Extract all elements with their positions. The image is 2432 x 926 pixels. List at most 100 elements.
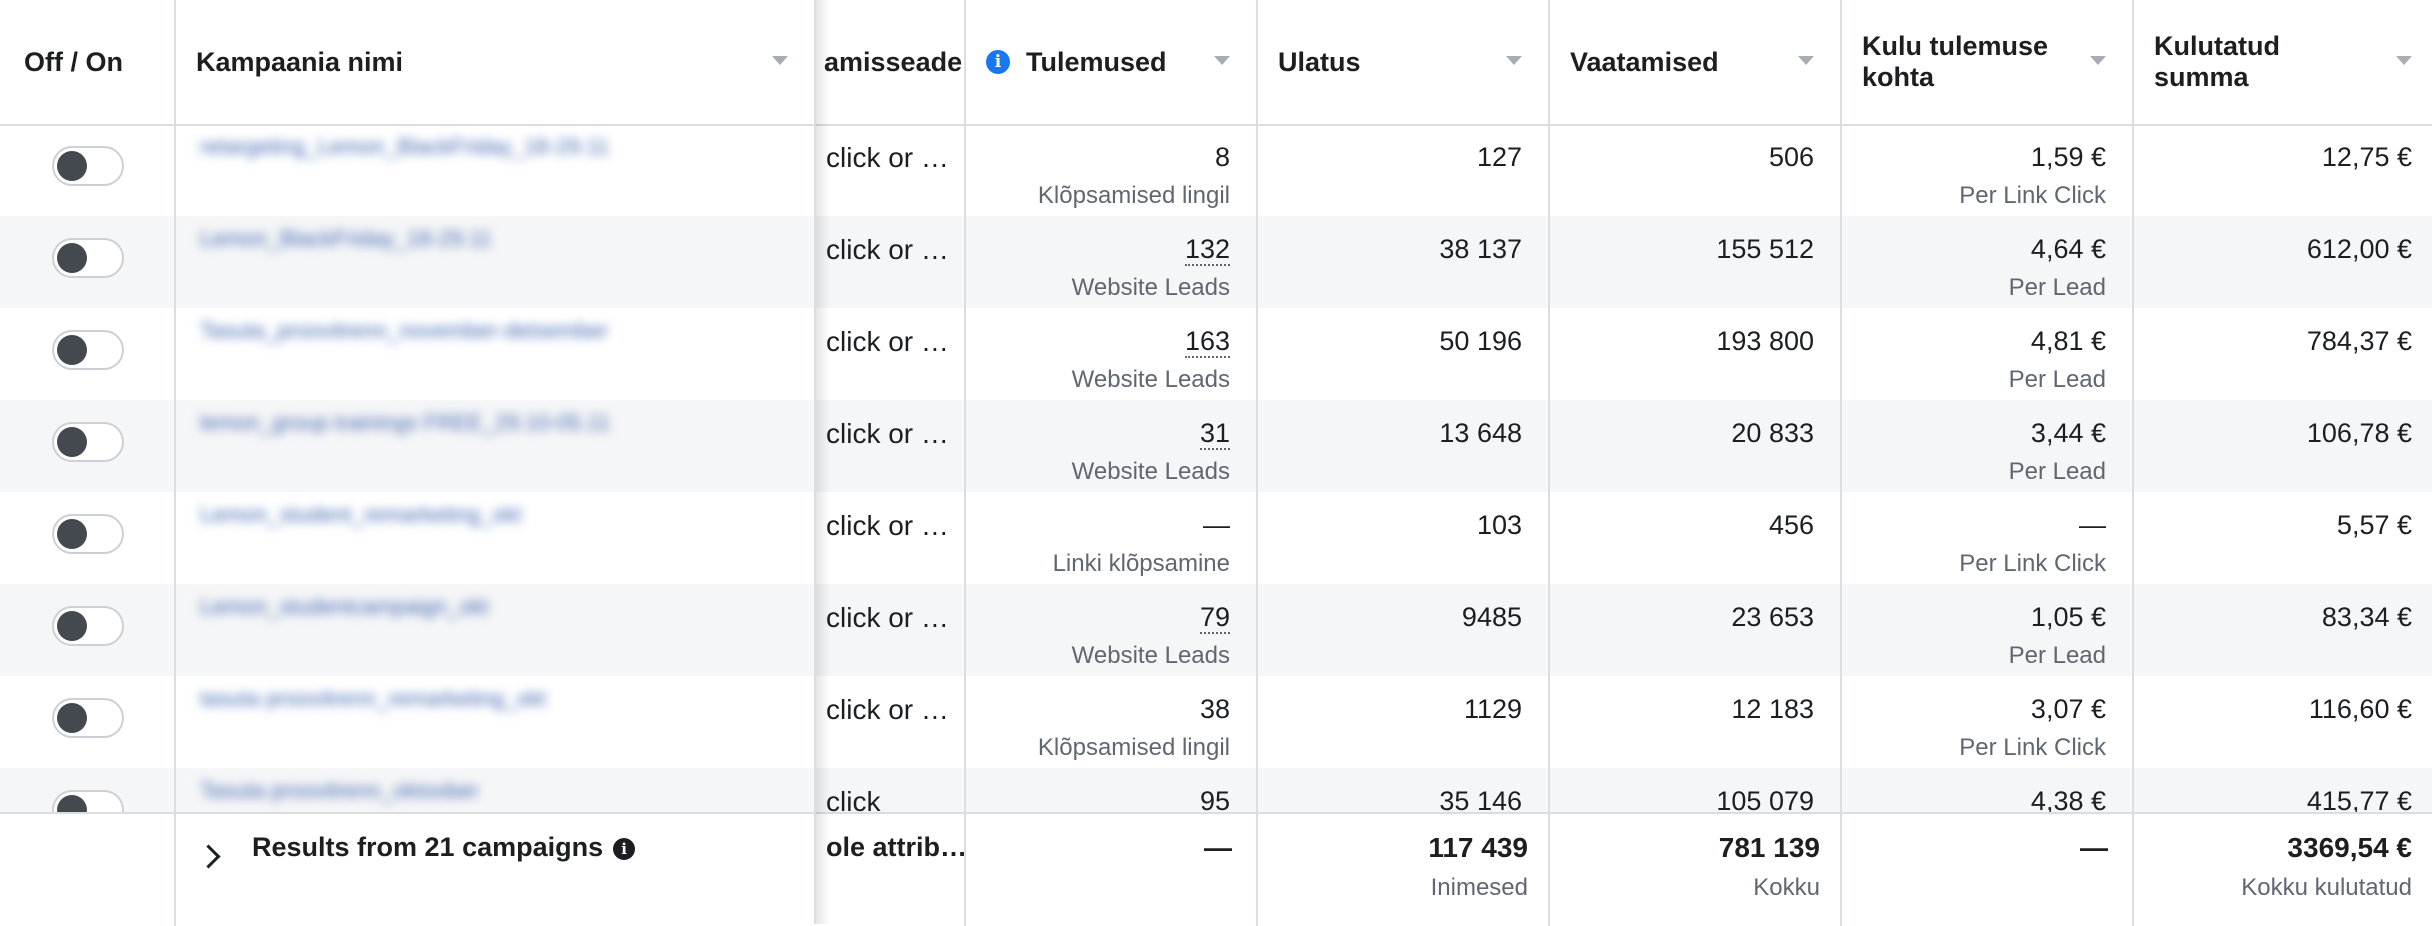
results-number: 163 bbox=[1184, 326, 1230, 358]
amount-spent-cell: 784,37 € bbox=[2134, 308, 2432, 400]
reach-value: 38 137 bbox=[1439, 234, 1522, 264]
table-row[interactable]: tasuta proovitrenn_remarketing_okt click … bbox=[0, 676, 2432, 768]
sort-arrow-icon[interactable] bbox=[2090, 56, 2106, 65]
sort-arrow-icon[interactable] bbox=[1506, 56, 1522, 65]
summary-impressions-cell: 781 139 Kokku bbox=[1550, 814, 1842, 926]
attribution-cell: click or … bbox=[816, 308, 966, 400]
results-value[interactable]: 163 bbox=[1184, 326, 1230, 358]
amount-spent-value: 116,60 € bbox=[2308, 694, 2412, 724]
sort-arrow-icon[interactable] bbox=[2396, 56, 2412, 65]
summary-row: Results from 21 campaigns i ole attrib… —… bbox=[0, 812, 2432, 926]
attribution-cell: click or … bbox=[816, 676, 966, 768]
chevron-right-icon[interactable] bbox=[196, 844, 221, 869]
results-value[interactable]: 8 bbox=[1215, 142, 1230, 173]
frozen-column-shadow bbox=[816, 0, 830, 924]
campaign-name-link[interactable]: Lemon_BlackFriday_18-29.11 bbox=[200, 226, 492, 251]
amount-spent-value: 83,34 € bbox=[2321, 602, 2412, 632]
results-number: 8 bbox=[1214, 142, 1230, 172]
impressions-value: 456 bbox=[1768, 510, 1814, 540]
results-value[interactable]: 31 bbox=[1199, 418, 1230, 450]
table-row[interactable]: Tasuta_proovitrenn_november-detsember cli… bbox=[0, 308, 2432, 400]
amount-spent-value: 784,37 € bbox=[2306, 326, 2412, 356]
impressions-value: 105 079 bbox=[1716, 786, 1814, 816]
amount-spent-value: 106,78 € bbox=[2306, 418, 2412, 448]
summary-attribution-cell: ole attrib… bbox=[816, 814, 966, 926]
cost-per-result-type: Per Link Click bbox=[1959, 550, 2106, 577]
cost-per-result-value: 4,38 € bbox=[2030, 786, 2106, 816]
col-header-off-on[interactable]: Off / On bbox=[0, 0, 176, 124]
summary-title-cell[interactable]: Results from 21 campaigns i bbox=[176, 814, 816, 926]
cost-per-result-cell: 1,59 € Per Link Click bbox=[1842, 124, 2134, 216]
results-value[interactable]: 132 bbox=[1184, 234, 1230, 266]
campaign-name-cell: Lemon_BlackFriday_18-29.11 bbox=[176, 216, 816, 308]
cost-per-result-type: Per Lead bbox=[2008, 642, 2106, 669]
table-row[interactable]: lemon_group trainings FREE_29.10-05.11 cl… bbox=[0, 400, 2432, 492]
campaign-name-link[interactable]: Tasuta proovitrenn_oktoober bbox=[200, 778, 479, 803]
reach-cell: 127 bbox=[1258, 124, 1550, 216]
attribution-cell: click or … bbox=[816, 124, 966, 216]
results-value[interactable]: — bbox=[1203, 510, 1230, 541]
reach-value: 35 146 bbox=[1439, 786, 1522, 816]
campaign-toggle[interactable] bbox=[52, 146, 124, 186]
col-header-cost-per-result[interactable]: Kulu tulemuse kohta bbox=[1842, 0, 2134, 124]
info-icon[interactable]: i bbox=[613, 838, 636, 860]
table-row[interactable]: retargeting_Lemon_BlackFriday_18-29.11 cl… bbox=[0, 124, 2432, 216]
campaign-toggle[interactable] bbox=[52, 698, 124, 738]
sort-arrow-icon[interactable] bbox=[1798, 56, 1814, 65]
col-header-amount-spent[interactable]: Kulutatud summa bbox=[2134, 0, 2432, 124]
campaign-name-link[interactable]: Lemon_student_remarketing_okt bbox=[200, 502, 522, 527]
results-cell: 38 Klõpsamised lingil bbox=[966, 676, 1258, 768]
col-header-campaign-name-label: Kampaania nimi bbox=[196, 46, 404, 77]
cost-per-result-type: Per Lead bbox=[2008, 458, 2106, 485]
impressions-cell: 193 800 bbox=[1550, 308, 1842, 400]
table-row[interactable]: Lemon_BlackFriday_18-29.11 click or … 132 W… bbox=[0, 216, 2432, 308]
toggle-cell bbox=[0, 124, 176, 216]
campaign-toggle[interactable] bbox=[52, 422, 124, 462]
campaign-name-link[interactable]: Tasuta_proovitrenn_november-detsember bbox=[200, 318, 609, 343]
campaign-name-link[interactable]: lemon_group trainings FREE_29.10-05.11 bbox=[200, 410, 611, 435]
summary-results-cell: — bbox=[966, 814, 1258, 926]
toggle-cell bbox=[0, 400, 176, 492]
campaign-name-link[interactable]: retargeting_Lemon_BlackFriday_18-29.11 bbox=[200, 134, 610, 159]
table-row[interactable]: Lemon_student_remarketing_okt click or … —… bbox=[0, 492, 2432, 584]
summary-impressions-label: Kokku bbox=[1753, 874, 1820, 901]
info-icon[interactable]: i bbox=[986, 50, 1010, 74]
attribution-setting: click or … bbox=[826, 234, 949, 265]
campaign-toggle[interactable] bbox=[52, 330, 124, 370]
results-value[interactable]: 79 bbox=[1199, 602, 1230, 634]
campaign-name-cell: Tasuta proovitrenn_oktoober bbox=[176, 768, 816, 860]
cost-per-result-value: 3,07 € bbox=[2030, 694, 2106, 724]
attribution-setting: click or … bbox=[826, 418, 949, 449]
results-number: 95 bbox=[1199, 786, 1230, 818]
campaign-toggle[interactable] bbox=[52, 606, 124, 646]
col-header-impressions[interactable]: Vaatamised bbox=[1550, 0, 1842, 124]
col-header-amount-spent-label: Kulutatud summa bbox=[2154, 31, 2280, 92]
summary-spent: 3369,54 € bbox=[2287, 832, 2412, 863]
reach-value: 9485 bbox=[1461, 602, 1522, 632]
results-number: — bbox=[1203, 510, 1230, 540]
amount-spent-cell: 83,34 € bbox=[2134, 584, 2432, 676]
toggle-cell bbox=[0, 676, 176, 768]
impressions-value: 20 833 bbox=[1731, 418, 1814, 448]
results-number: 31 bbox=[1199, 418, 1230, 450]
reach-cell: 38 137 bbox=[1258, 216, 1550, 308]
impressions-value: 193 800 bbox=[1716, 326, 1814, 356]
sort-arrow-icon[interactable] bbox=[772, 56, 788, 65]
cost-per-result-type: Per Lead bbox=[2008, 274, 2106, 301]
campaign-name-link[interactable]: tasuta proovitrenn_remarketing_okt bbox=[200, 686, 547, 711]
campaign-toggle[interactable] bbox=[52, 238, 124, 278]
campaign-name-link[interactable]: Lemon_studentcampaign_okt bbox=[200, 594, 489, 619]
campaign-toggle[interactable] bbox=[52, 514, 124, 554]
col-header-results[interactable]: i Tulemused bbox=[966, 0, 1258, 124]
amount-spent-cell: 612,00 € bbox=[2134, 216, 2432, 308]
sort-arrow-icon[interactable] bbox=[1214, 56, 1230, 65]
results-value[interactable]: 38 bbox=[1200, 694, 1230, 725]
results-number: 38 bbox=[1199, 694, 1230, 724]
summary-attribution: ole attrib… bbox=[826, 832, 966, 862]
campaign-name-cell: Lemon_studentcampaign_okt bbox=[176, 584, 816, 676]
col-header-attribution[interactable]: amisseade bbox=[816, 0, 966, 124]
results-value[interactable]: 95 bbox=[1199, 786, 1230, 818]
col-header-campaign-name[interactable]: Kampaania nimi bbox=[176, 0, 816, 124]
col-header-reach[interactable]: Ulatus bbox=[1258, 0, 1550, 124]
table-row[interactable]: Lemon_studentcampaign_okt click or … 79 Web… bbox=[0, 584, 2432, 676]
